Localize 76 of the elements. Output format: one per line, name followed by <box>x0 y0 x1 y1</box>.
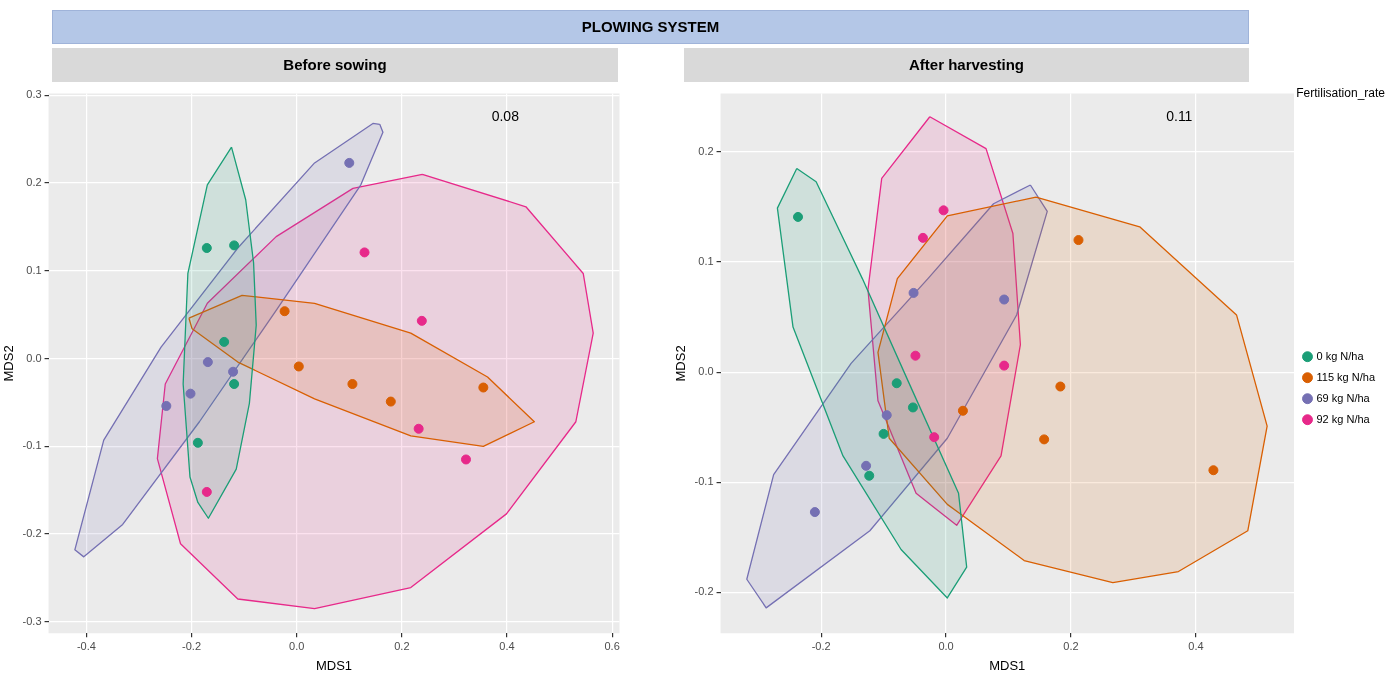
point <box>999 360 1010 371</box>
chart-subtitle: Before sowing <box>52 48 618 82</box>
y-axis-title: MDS2 <box>1 345 17 382</box>
point <box>864 470 875 481</box>
point <box>957 405 968 416</box>
x-tick-label: 0.6 <box>604 639 620 652</box>
point <box>478 382 489 393</box>
point <box>1208 465 1219 476</box>
x-tick-label: 0.2 <box>1063 639 1079 652</box>
x-axis-title: MDS1 <box>989 657 1026 673</box>
chart-subtitle: After harvesting <box>684 48 1249 82</box>
point <box>347 379 358 390</box>
point <box>793 211 804 222</box>
annotation: 0.08 <box>491 107 520 124</box>
y-tick-label: -0.3 <box>22 614 42 627</box>
point <box>201 243 212 254</box>
point <box>202 357 213 368</box>
point <box>293 361 304 372</box>
legend-title: Fertilisation_rate <box>1296 86 1386 101</box>
point <box>185 388 196 399</box>
annotation: 0.11 <box>1166 107 1193 124</box>
x-tick-label: -0.2 <box>811 639 831 652</box>
point <box>908 287 919 298</box>
legend-label: 0 kg N/ha <box>1316 349 1365 362</box>
point <box>878 428 889 439</box>
point <box>929 432 940 443</box>
point <box>891 378 902 389</box>
point <box>192 437 203 448</box>
point <box>907 402 918 413</box>
point <box>201 486 212 497</box>
point <box>385 396 396 407</box>
x-tick-label: 0.4 <box>1188 639 1204 652</box>
point <box>910 350 921 361</box>
y-tick-label: -0.1 <box>22 439 42 452</box>
point <box>1073 235 1084 246</box>
y-tick-label: 0.2 <box>698 145 714 157</box>
legend-label: 69 kg N/ha <box>1316 391 1371 404</box>
point <box>344 157 355 168</box>
x-tick-label: 0.2 <box>394 639 410 652</box>
point <box>999 294 1010 305</box>
point <box>413 423 424 434</box>
point <box>359 247 370 258</box>
legend-label: 92 kg N/ha <box>1316 412 1371 425</box>
y-tick-label: 0.0 <box>698 365 714 378</box>
point <box>279 306 290 317</box>
point <box>416 315 427 326</box>
point <box>1055 381 1066 392</box>
y-tick-label: 0.2 <box>26 176 42 189</box>
legend-label: 115 kg N/ha <box>1316 370 1376 383</box>
y-tick-label: 0.3 <box>26 88 42 101</box>
text: PLOWING SYSTEM <box>52 10 1249 44</box>
x-tick-label: 0.0 <box>938 639 954 652</box>
point <box>229 240 240 251</box>
point <box>228 366 239 377</box>
y-tick-label: -0.2 <box>694 585 714 598</box>
y-tick-label: -0.1 <box>694 475 714 488</box>
point <box>460 454 471 465</box>
x-tick-label: 0.0 <box>289 639 305 652</box>
point <box>917 232 928 243</box>
point <box>861 460 872 471</box>
point <box>161 400 172 411</box>
point <box>219 336 230 347</box>
point <box>229 379 240 390</box>
x-tick-label: -0.2 <box>182 639 202 652</box>
x-axis-title: MDS1 <box>315 657 353 673</box>
y-tick-label: 0.1 <box>26 263 42 276</box>
point <box>938 205 949 216</box>
y-tick-label: 0.1 <box>698 255 714 268</box>
point <box>1039 434 1050 445</box>
point <box>809 507 820 518</box>
y-axis-title: MDS2 <box>673 345 689 382</box>
point <box>881 410 892 421</box>
x-tick-label: 0.4 <box>499 639 515 652</box>
y-tick-label: -0.2 <box>22 527 42 540</box>
x-tick-label: -0.4 <box>76 639 96 652</box>
y-tick-label: 0.0 <box>26 351 42 364</box>
